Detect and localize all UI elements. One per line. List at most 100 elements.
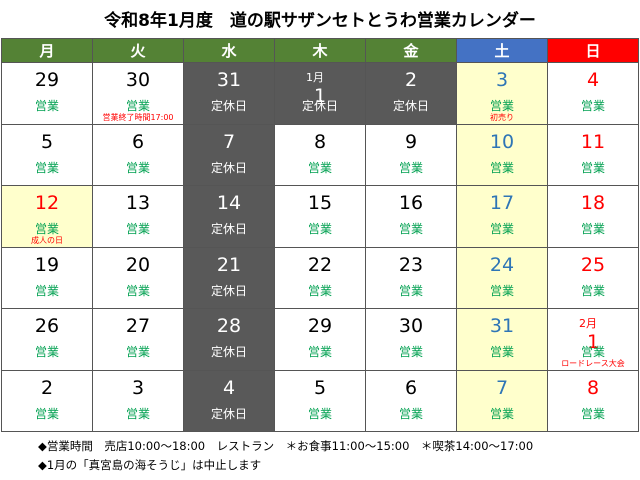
footer-line: ◆営業時間 売店10:00～18:00 レストラン ＊お食事11:00～15:0… — [38, 439, 534, 453]
day-number: 15 — [275, 192, 365, 214]
day-number: 5 — [2, 131, 92, 153]
day-number: 13 — [93, 192, 183, 214]
day-number: 18 — [548, 192, 638, 214]
weekday-header: 木 — [275, 39, 366, 63]
day-number: 2月 1 — [548, 315, 638, 353]
status: 営業 — [307, 222, 332, 236]
day-number: 1月 1 — [275, 69, 365, 107]
day: 17 — [489, 192, 515, 214]
day-cell: 25 営業 — [548, 247, 639, 309]
day: 21 — [216, 253, 242, 276]
day-cell: 3 営業 — [93, 370, 184, 432]
day-cell: 19 営業 — [2, 247, 93, 309]
day: 25 — [580, 253, 606, 276]
status: 営業 — [489, 160, 514, 175]
status: 営業 — [580, 99, 605, 113]
status: 営業 — [34, 406, 59, 421]
day: 8 — [586, 376, 600, 399]
day-cell: 16 営業 — [366, 186, 457, 248]
day: 9 — [404, 130, 418, 153]
day: 30 — [125, 69, 151, 91]
status: 営業 — [580, 406, 605, 421]
day: 24 — [489, 253, 515, 276]
day-number: 29 — [275, 315, 365, 337]
day: 22 — [307, 253, 333, 276]
day-number: 28 — [184, 315, 274, 337]
status: 定休日 — [392, 99, 429, 113]
day-number: 12 — [2, 192, 92, 214]
status: 定休日 — [301, 99, 338, 113]
day-cell: 20 営業 — [93, 247, 184, 309]
day: 10 — [489, 130, 515, 153]
day-cell: 6 営業 — [93, 124, 184, 186]
day-number: 6 — [366, 377, 456, 399]
day-cell: 9 営業 — [366, 124, 457, 186]
day-cell: 5 営業 — [275, 370, 366, 432]
day: 12 — [34, 192, 60, 214]
day-number: 14 — [184, 192, 274, 214]
day-number: 2 — [2, 377, 92, 399]
status: 営業 — [398, 160, 423, 175]
day: 30 — [398, 315, 424, 337]
day: 1 — [313, 85, 327, 107]
status: 営業 — [580, 345, 605, 359]
day: 29 — [34, 69, 60, 91]
status: 営業 — [398, 345, 423, 359]
day-number: 5 — [275, 377, 365, 399]
day-cell: 15 営業 — [275, 186, 366, 248]
day: 5 — [313, 376, 327, 399]
status: 営業 — [125, 406, 150, 421]
status: 営業 — [489, 99, 514, 113]
day-cell: 8 営業 — [275, 124, 366, 186]
month-label: 1月 — [306, 71, 324, 84]
day-cell: 4 営業 — [548, 63, 639, 125]
note: 営業終了時間17:00 — [102, 112, 174, 122]
day-cell: 7 営業 — [457, 370, 548, 432]
day-cell: 12 営業 成人の日 — [2, 186, 93, 248]
day-cell: 31 営業 — [457, 309, 548, 371]
weekday-header: 火 — [93, 39, 184, 63]
day-number: 23 — [366, 254, 456, 276]
day: 7 — [495, 376, 509, 399]
day-cell: 2月 1 営業 ロードレース大会 — [548, 309, 639, 371]
day-cell: 6 営業 — [366, 370, 457, 432]
status: 営業 — [580, 160, 605, 175]
day-number: 10 — [457, 131, 547, 153]
day-cell: 29 営業 — [275, 309, 366, 371]
day: 28 — [216, 315, 242, 337]
note: 初売り — [490, 112, 514, 122]
day-number: 9 — [366, 131, 456, 153]
day: 29 — [307, 315, 333, 337]
status: 営業 — [125, 222, 150, 236]
status: 営業 — [307, 283, 332, 298]
day: 5 — [40, 130, 54, 153]
status: 定休日 — [210, 99, 247, 113]
day-cell: 24 営業 — [457, 247, 548, 309]
day-number: 31 — [457, 315, 547, 337]
status: 営業 — [580, 222, 605, 236]
day-cell: 13 営業 — [93, 186, 184, 248]
day: 23 — [398, 253, 424, 276]
day-cell: 11 営業 — [548, 124, 639, 186]
day-number: 2 — [366, 69, 456, 91]
day: 20 — [125, 253, 151, 276]
day: 7 — [222, 130, 236, 153]
status: 営業 — [580, 283, 605, 298]
status: 定休日 — [210, 406, 247, 421]
status: 営業 — [125, 160, 150, 175]
weekday-header: 日 — [548, 39, 639, 63]
day-number: 29 — [2, 69, 92, 91]
day: 15 — [307, 192, 333, 214]
day: 27 — [125, 315, 151, 337]
day-number: 11 — [548, 131, 638, 153]
day: 8 — [313, 130, 327, 153]
day: 3 — [495, 69, 509, 91]
day-cell: 18 営業 — [548, 186, 639, 248]
status: 営業 — [34, 99, 59, 113]
status: 営業 — [125, 283, 150, 298]
day-cell: 5 営業 — [2, 124, 93, 186]
month-label: 2月 — [579, 317, 597, 330]
day-cell: 17 営業 — [457, 186, 548, 248]
day: 4 — [586, 69, 600, 91]
